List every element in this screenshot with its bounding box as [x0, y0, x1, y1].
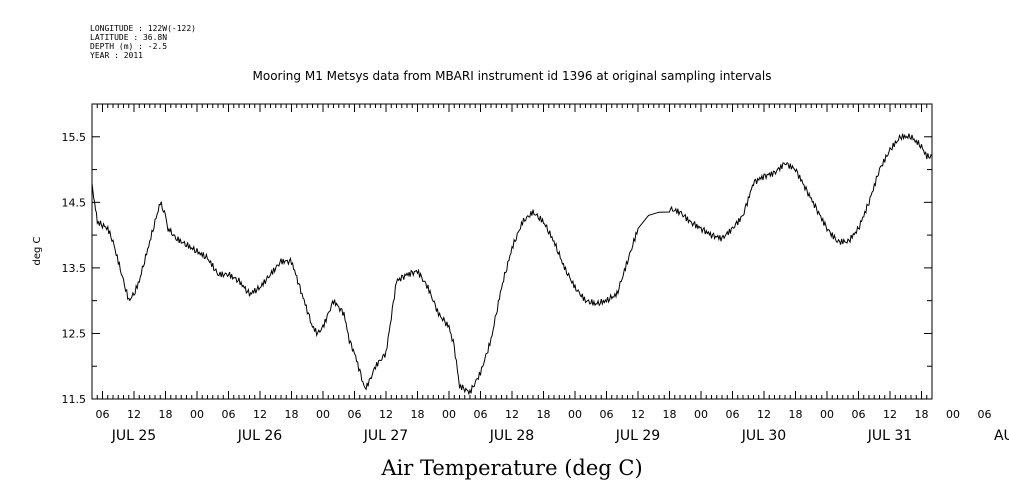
- x-day-label: JUL 31: [867, 428, 912, 444]
- x-tick-label: 12: [631, 408, 645, 421]
- x-axis-title: Air Temperature (deg C): [380, 456, 642, 480]
- x-tick-label: 00: [568, 408, 582, 421]
- y-tick-label: 13.5: [62, 262, 87, 275]
- x-day-label: JUL 25: [111, 428, 156, 444]
- y-tick-label: 12.5: [62, 327, 87, 340]
- x-tick-label: 06: [96, 408, 110, 421]
- x-tick-label: 06: [852, 408, 866, 421]
- x-tick-label: 18: [159, 408, 173, 421]
- x-tick-label: 18: [789, 408, 803, 421]
- x-tick-label: 18: [915, 408, 929, 421]
- y-tick-label: 11.5: [62, 393, 87, 406]
- y-tick-label: 14.5: [62, 196, 87, 209]
- y-axis-label: deg C: [32, 236, 43, 265]
- longitude-label: LONGITUDE : 122W(-122): [90, 24, 196, 33]
- x-tick-label: 06: [222, 408, 236, 421]
- x-tick-label: 06: [978, 408, 992, 421]
- x-tick-label: 06: [348, 408, 362, 421]
- chart-title: Mooring M1 Metsys data from MBARI instru…: [253, 69, 772, 83]
- x-tick-label: 12: [127, 408, 141, 421]
- year-label: YEAR : 2011: [90, 51, 143, 60]
- x-tick-label: 12: [883, 408, 897, 421]
- x-day-label: JUL 27: [363, 428, 408, 444]
- x-day-label: JUL 29: [615, 428, 660, 444]
- x-tick-label: 00: [820, 408, 834, 421]
- x-tick-label: 18: [663, 408, 677, 421]
- x-tick-label: 06: [600, 408, 614, 421]
- x-tick-label: 06: [474, 408, 488, 421]
- x-tick-label: 18: [285, 408, 299, 421]
- x-tick-label: 12: [253, 408, 267, 421]
- x-tick-label: 12: [757, 408, 771, 421]
- x-tick-label: 12: [505, 408, 519, 421]
- x-tick-label: 00: [442, 408, 456, 421]
- temperature-series-line: [91, 133, 933, 396]
- x-tick-label: 00: [190, 408, 204, 421]
- depth-label: DEPTH (m) : -2.5: [90, 42, 167, 51]
- plot-frame: [91, 103, 933, 400]
- y-axis: 11.5 12.5 13.5 14.5 15.5: [62, 103, 932, 406]
- x-day-label: AUG 1: [994, 428, 1009, 444]
- x-day-label: JUL 28: [489, 428, 534, 444]
- x-tick-label: 18: [537, 408, 551, 421]
- x-tick-label: 06: [726, 408, 740, 421]
- x-day-label: JUL 30: [741, 428, 786, 444]
- latitude-label: LATITUDE : 36.8N: [90, 33, 167, 42]
- x-axis: 06 12 18 00 06 12 18 00 06 12 18 00 06 12 18 00 06 12 18 00…: [91, 104, 1009, 444]
- x-day-label: JUL 26: [237, 428, 283, 444]
- y-tick-label: 15.5: [62, 131, 87, 144]
- x-tick-label: 00: [316, 408, 330, 421]
- x-tick-label: 00: [694, 408, 708, 421]
- x-tick-label: 12: [379, 408, 393, 421]
- x-tick-label: 00: [946, 408, 960, 421]
- x-tick-label: 18: [411, 408, 425, 421]
